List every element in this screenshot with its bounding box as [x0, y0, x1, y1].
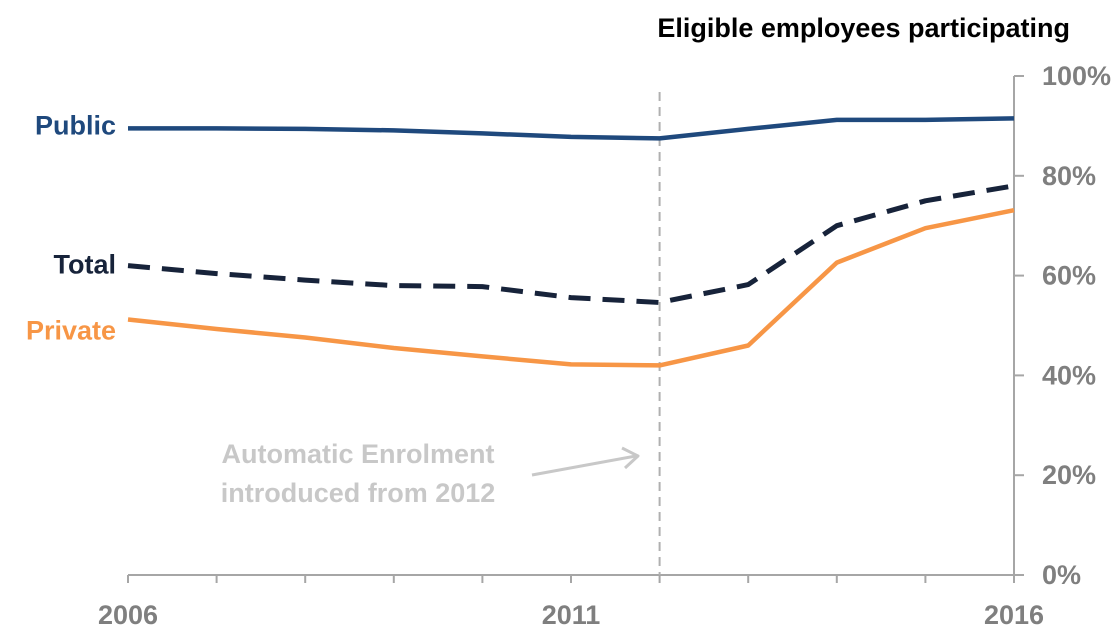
y-tick-label: 80%: [1042, 161, 1096, 191]
series-label-total: Total: [54, 250, 117, 280]
x-tick-label: 2016: [984, 600, 1044, 628]
y-tick-label: 0%: [1042, 560, 1081, 590]
y-tick-label: 100%: [1042, 61, 1111, 91]
series-label-private: Private: [26, 316, 116, 346]
annotation-text-line-1: Automatic Enrolment: [221, 439, 494, 469]
y-tick-label: 20%: [1042, 460, 1096, 490]
x-tick-label: 2011: [542, 600, 601, 628]
y-axis-title: Eligible employees participating: [657, 13, 1070, 43]
series-line-public: [128, 116, 1015, 141]
x-tick-label: 2006: [98, 600, 158, 628]
y-tick-label: 60%: [1042, 261, 1096, 291]
annotation-text-line-2: introduced from 2012: [221, 478, 496, 508]
annotation-arrow-shaft: [531, 454, 637, 477]
series-line-private: [127, 207, 1015, 368]
chart-axes: 2006 2011 2016 0% 20% 40% 60% 80% 100%: [98, 61, 1111, 628]
annotation: Automatic Enrolment introduced from 2012: [221, 439, 640, 508]
annotation-arrow-head: [621, 446, 640, 470]
y-tick-label: 40%: [1042, 360, 1096, 390]
series-line-total: [127, 183, 1015, 305]
series-layer: Public Total Private: [26, 110, 1015, 368]
series-label-public: Public: [35, 110, 116, 140]
